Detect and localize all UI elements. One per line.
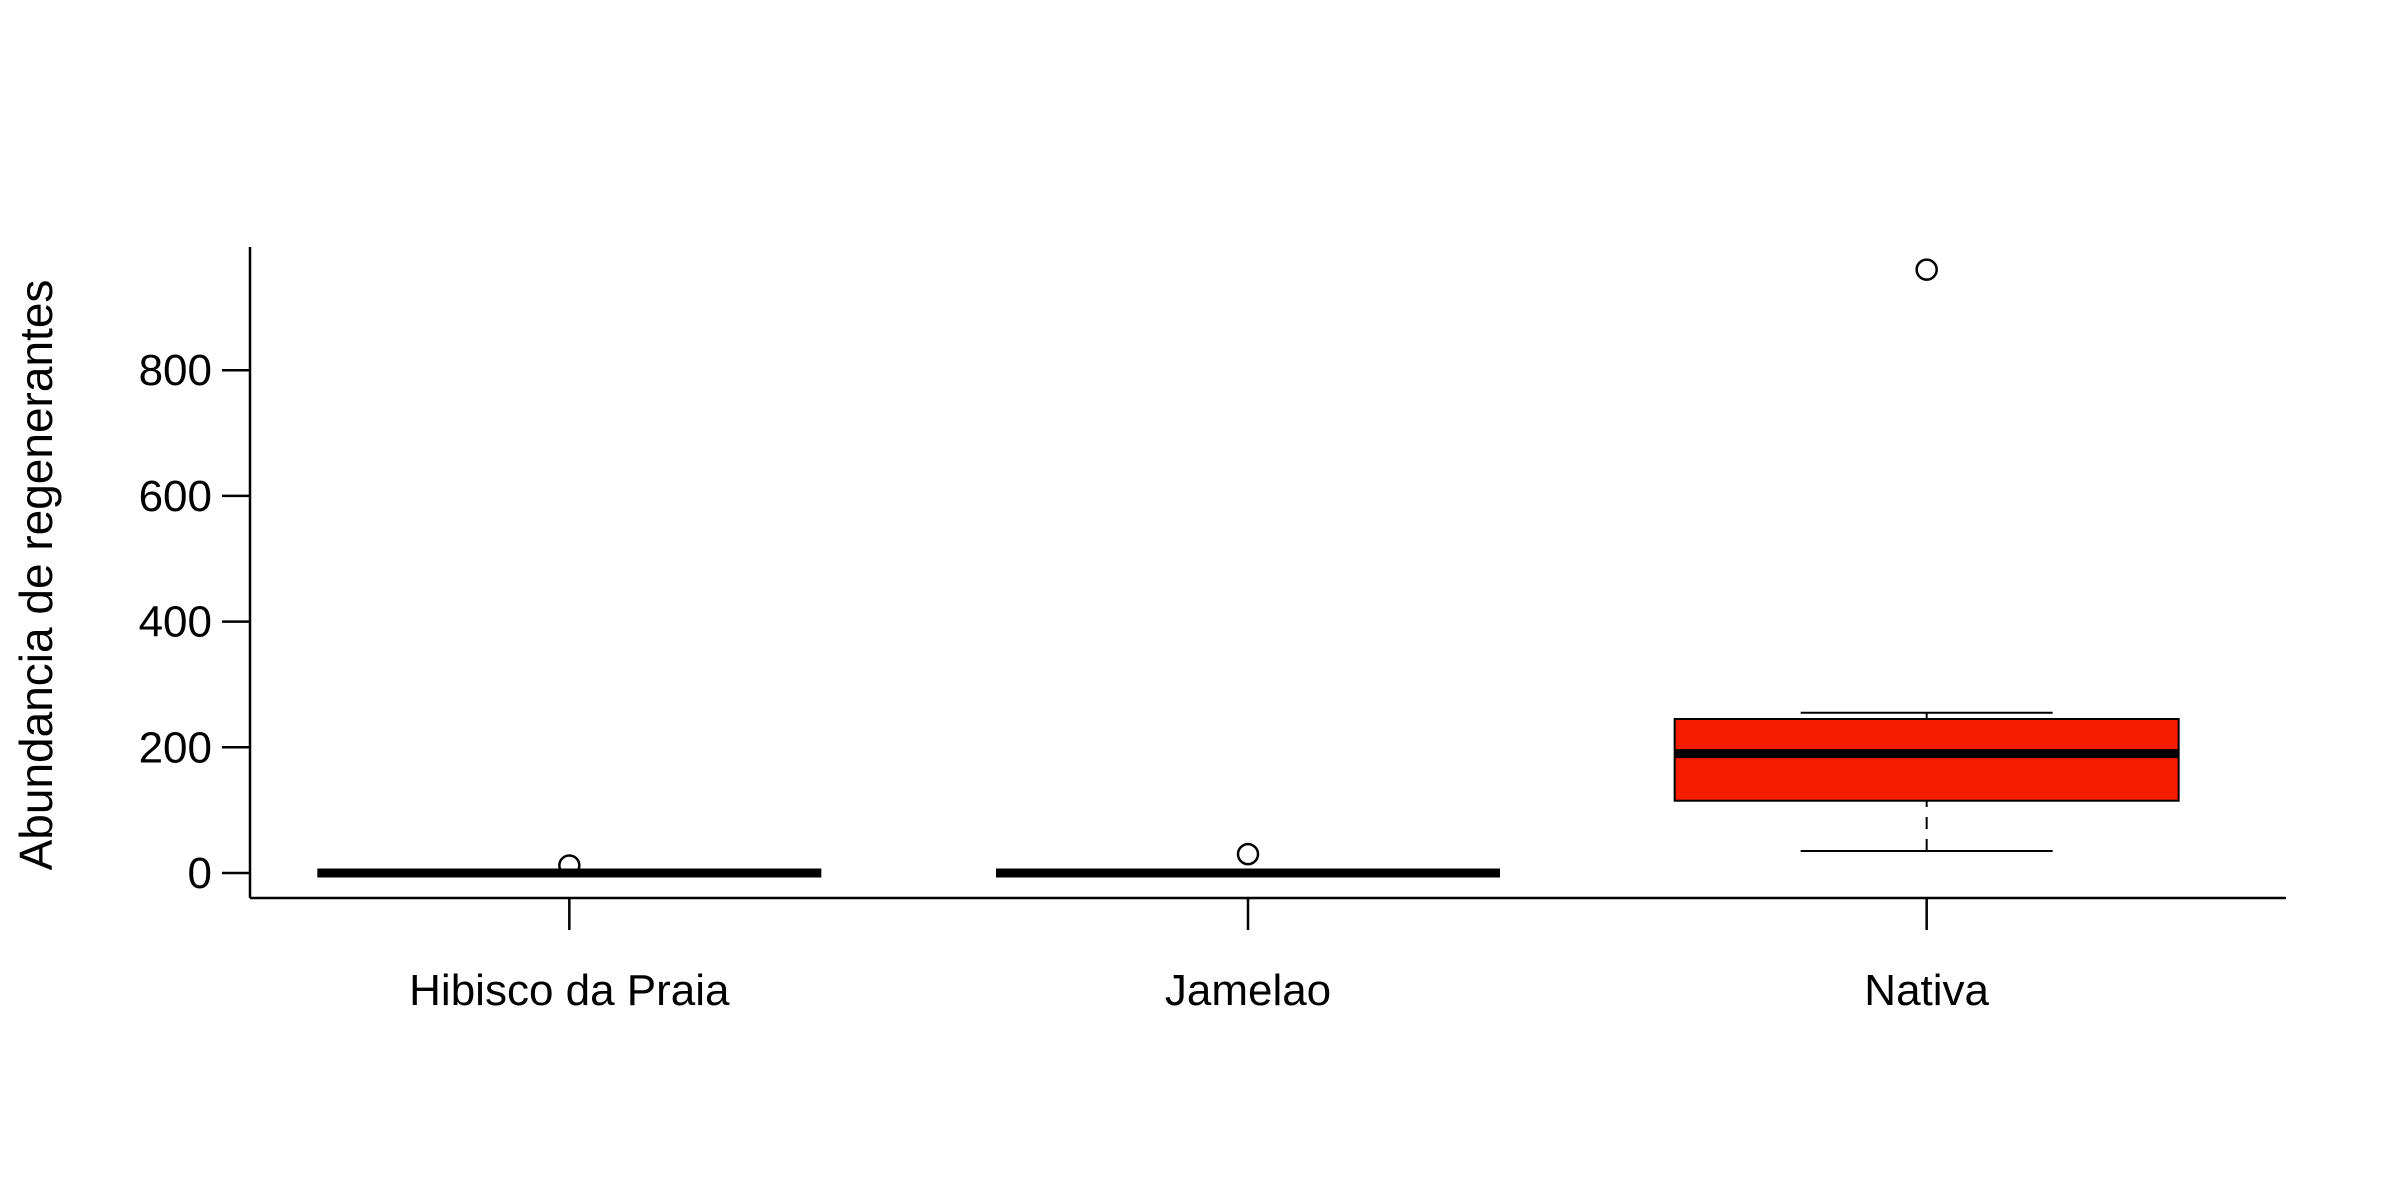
- y-axis-title: Abundancia de regenerantes: [10, 280, 62, 871]
- box: [1673, 718, 2180, 802]
- box-group: [317, 854, 822, 878]
- x-category-label: Hibisco da Praia: [409, 966, 730, 1015]
- y-tick-label: 600: [139, 472, 212, 521]
- box-group: [996, 842, 1500, 878]
- x-category-label: Jamelao: [1165, 966, 1331, 1015]
- box-group: [1673, 258, 2180, 853]
- outlier-point: [1236, 842, 1260, 866]
- y-tick-label: 400: [139, 598, 212, 647]
- y-tick-label: 0: [188, 849, 212, 898]
- y-tick-label: 800: [139, 346, 212, 395]
- outlier-point: [1915, 258, 1938, 281]
- boxes-layer: [317, 258, 2180, 878]
- y-tick-label: 200: [139, 723, 212, 772]
- y-axis: 0 200 400 600 800: [139, 247, 252, 898]
- x-axis: Hibisco da Praia Jamelao Nativa: [250, 896, 2286, 1015]
- outlier-point: [558, 854, 581, 877]
- x-category-label: Nativa: [1864, 966, 1989, 1015]
